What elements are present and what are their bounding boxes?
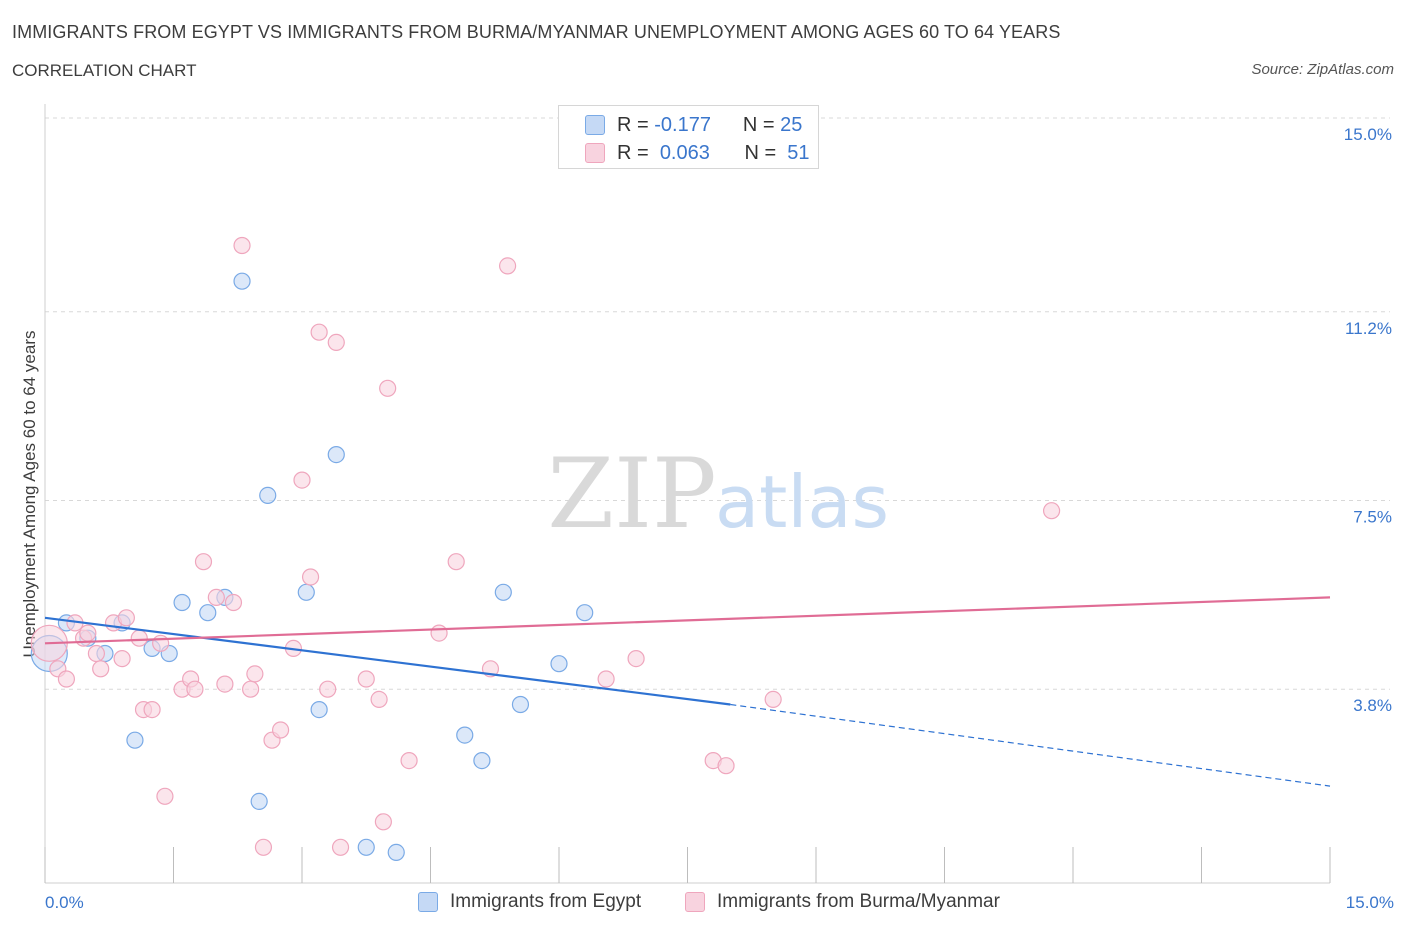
point-burma-35 [357, 670, 375, 688]
point-burma-22 [233, 236, 251, 255]
point-egypt-14 [297, 583, 315, 601]
point-burma-2 [57, 670, 76, 688]
point-burma-19 [207, 588, 225, 607]
point-burma-48 [764, 690, 782, 709]
egypt-swatch [585, 115, 605, 135]
point-burma-6 [92, 660, 110, 678]
legend-burma-label: Immigrants from Burma/Myanmar [717, 891, 1000, 912]
point-egypt-5 [126, 731, 144, 749]
chart-subtitle: CORRELATION CHART [12, 61, 197, 80]
point-burma-10 [130, 629, 148, 647]
egypt-r-value: -0.177 [654, 113, 711, 136]
point-burma-14 [156, 787, 174, 805]
trend-line-egypt [44, 616, 731, 706]
point-burma-30 [301, 568, 320, 586]
point-burma-36 [370, 690, 388, 709]
point-egypt-23 [550, 655, 568, 673]
point-burma-8 [113, 649, 131, 668]
point-egypt-8 [173, 593, 191, 612]
watermark-atlas: atlas [715, 460, 889, 544]
point-burma-33 [327, 333, 345, 351]
point-burma-24 [246, 665, 264, 683]
chart-title: IMMIGRANTS FROM EGYPT VS IMMIGRANTS FROM… [12, 22, 1061, 42]
watermark-zip: ZIP [547, 438, 716, 550]
point-burma-38 [379, 379, 397, 397]
burma-r-value: 0.063 [659, 141, 710, 164]
point-burma-40 [430, 624, 448, 642]
point-burma-50 [79, 624, 97, 642]
point-egypt-13 [250, 792, 268, 811]
point-burma-21 [224, 593, 243, 612]
point-egypt-16 [327, 446, 345, 464]
point-egypt-20 [473, 751, 491, 770]
point-burma-32 [319, 680, 337, 698]
burma-r-label: R = [617, 141, 649, 164]
point-egypt-24 [576, 604, 594, 622]
point-burma-5 [87, 644, 106, 663]
point-burma-12 [143, 700, 161, 719]
tick-labels: 15.0% 11.2% 7.5% 3.8% 0.0% 15.0% [45, 125, 1394, 912]
source-credit: Source: ZipAtlas.com [1251, 61, 1394, 78]
y-tick-label-3: 3.8% [1353, 696, 1392, 715]
point-burma-27 [271, 721, 290, 739]
stats-legend-egypt: R = -0.177 N = 25 [585, 113, 802, 137]
point-burma-43 [499, 257, 517, 275]
axes [44, 104, 1331, 884]
point-egypt-18 [387, 843, 405, 862]
point-egypt-22 [511, 695, 530, 714]
x-tick-label-max: 15.0% [1346, 893, 1394, 912]
legend-item-egypt: Immigrants from Egypt [418, 889, 641, 915]
point-burma-41 [447, 553, 465, 571]
point-burma-45 [627, 649, 645, 668]
point-burma-9 [117, 609, 135, 627]
point-egypt-15 [310, 700, 328, 719]
legend-egypt-label: Immigrants from Egypt [450, 891, 642, 912]
legend-egypt-swatch [418, 892, 438, 912]
watermark: ZIP atlas [547, 438, 889, 550]
stats-legend: R = -0.177 N = 25 R = 0.063 N = 51 [558, 105, 819, 169]
point-burma-34 [331, 838, 350, 856]
point-egypt-21 [494, 583, 512, 601]
stats-legend-burma: R = 0.063 N = 51 [585, 141, 810, 165]
point-burma-17 [186, 680, 204, 698]
point-burma-29 [293, 471, 311, 489]
burma-n-value: 51 [787, 141, 810, 164]
x-tick-label-min: 0.0% [45, 893, 84, 912]
point-burma-37 [374, 813, 392, 831]
point-burma-49 [1042, 502, 1061, 520]
point-burma-23 [242, 680, 260, 698]
point-burma-47 [717, 757, 735, 775]
egypt-n-value: 25 [780, 113, 803, 136]
trend-lines [44, 596, 1331, 787]
point-burma-25 [254, 838, 273, 856]
burma-swatch [585, 143, 605, 163]
point-burma-13 [152, 634, 170, 652]
legend-item-burma: Immigrants from Burma/Myanmar [685, 889, 1000, 915]
y-tick-label-0: 15.0% [1344, 125, 1392, 144]
egypt-n-label: N = [742, 113, 775, 136]
point-egypt-11 [233, 272, 251, 290]
trend-line-egypt-extension [730, 703, 1331, 787]
trend-line-burma [44, 596, 1331, 645]
point-burma-31 [310, 323, 328, 341]
point-burma-44 [597, 670, 615, 688]
point-burma-20 [216, 675, 234, 693]
y-tick-label-2: 7.5% [1353, 508, 1392, 527]
burma-n-label: N = [744, 141, 777, 164]
y-tick-label-1: 11.2% [1345, 319, 1392, 338]
egypt-r-label: R = [617, 113, 649, 136]
point-burma-39 [400, 751, 418, 770]
point-egypt-12 [259, 486, 277, 504]
data-points [30, 236, 1061, 862]
point-egypt-19 [456, 726, 474, 744]
point-burma-18 [194, 553, 213, 571]
legend-burma-swatch [685, 892, 705, 912]
point-egypt-9 [199, 604, 217, 622]
point-egypt-17 [357, 838, 375, 856]
